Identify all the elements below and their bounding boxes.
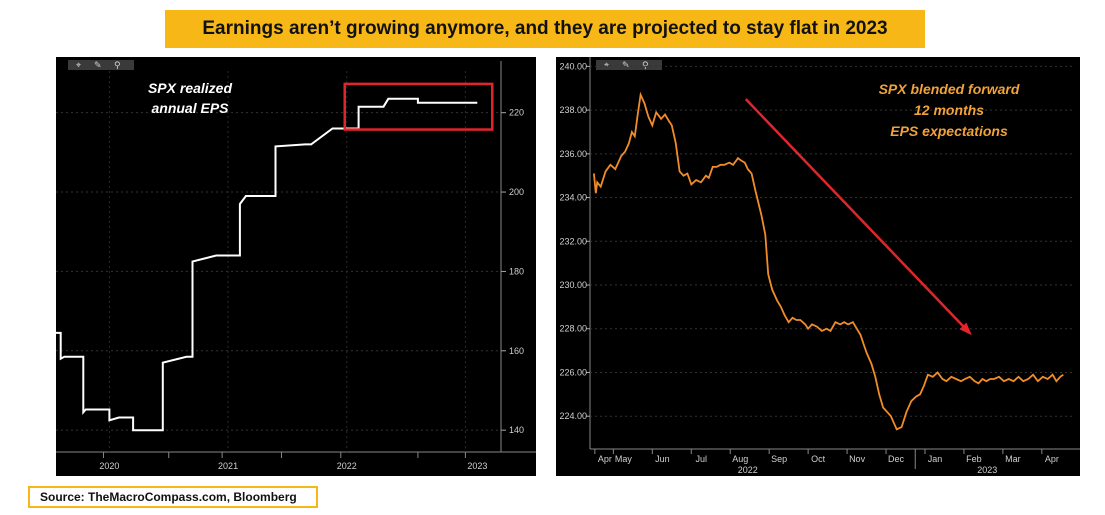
right-annotation-line: EPS expectations [890,123,1008,139]
source-text: Source: TheMacroCompass.com, Bloomberg [40,490,297,504]
right-y-tick-label: 238.00 [559,105,587,115]
right-downtrend-arrow-shaft [744,98,971,334]
right-year-label: 2022 [738,465,758,475]
right-y-tick-label: 228.00 [559,324,587,334]
realized-eps-chart-panel: ⌖ ✎ ⚲ 140 160 180 200 220 2020 2021 2022 2023 SPX re… [56,57,536,476]
right-y-tick-label: 224.00 [559,411,587,421]
right-y-tick-label: 232.00 [559,236,587,246]
left-x-tick-label: 2021 [218,461,238,471]
right-y-tick-label: 236.00 [559,149,587,159]
right-y-tick-label: 230.00 [559,280,587,290]
left-y-tick-label: 140 [509,425,524,435]
right-x-tick-label: Apr [1045,454,1059,464]
left-y-tick-label: 200 [509,187,524,197]
left-y-tick-label: 220 [509,108,524,118]
right-y-tick-label: 226.00 [559,367,587,377]
right-x-tick-label: Mar [1005,454,1021,464]
realized-eps-chart: ⌖ ✎ ⚲ 140 160 180 200 220 2020 2021 2022 2023 SPX re… [56,60,536,471]
forward-eps-chart: ⌖ ✎ ⚲ 224.00 226.00 228.00 230.00 232.00 234.00 2… [559,57,1080,475]
right-x-tick-label: Jul [696,454,708,464]
left-annotation-line: annual EPS [151,100,229,116]
right-downtrend-arrow-head [959,322,972,336]
right-x-tick-label: Dec [888,454,905,464]
right-annotation-line: SPX blended forward [879,81,1020,97]
left-y-tick-label: 160 [509,346,524,356]
right-y-tick-label: 240.00 [559,61,587,71]
forward-eps-chart-panel: ⌖ ✎ ⚲ 224.00 226.00 228.00 230.00 232.00 234.00 2… [556,57,1080,476]
left-zoom-icon: ⚲ [114,60,121,70]
right-x-tick-label: Nov [849,454,866,464]
left-x-tick-label: 2023 [467,461,487,471]
right-x-tick-label: Jan [928,454,943,464]
right-x-tick-label: Aug [732,454,748,464]
right-toolbar [596,60,662,70]
right-zoom-icon: ⚲ [642,60,649,70]
left-crosshair-icon: ⌖ [76,60,81,70]
right-year-label: 2023 [977,465,997,475]
right-pencil-icon: ✎ [622,60,630,70]
left-annotation-line: SPX realized [148,80,232,96]
left-eps-series-line [56,97,478,432]
right-y-tick-label: 234.00 [559,193,587,203]
right-x-tick-label: Apr [598,454,612,464]
right-x-tick-label: Oct [811,454,826,464]
source-caption: Source: TheMacroCompass.com, Bloomberg [28,486,318,508]
right-crosshair-icon: ⌖ [604,60,609,70]
headline-banner: Earnings aren’t growing anymore, and the… [165,10,925,48]
right-x-tick-label: May [615,454,633,464]
left-x-tick-label: 2022 [337,461,357,471]
left-x-tick-label: 2020 [99,461,119,471]
right-x-tick-label: Feb [966,454,982,464]
right-x-tick-label: Sep [771,454,787,464]
left-highlight-box [343,82,494,131]
right-x-tick-label: Jun [655,454,670,464]
left-pencil-icon: ✎ [94,60,102,70]
headline-text: Earnings aren’t growing anymore, and the… [202,18,888,39]
right-annotation-line: 12 months [914,102,984,118]
right-eps-series-line [593,91,1064,431]
left-y-tick-label: 180 [509,266,524,276]
left-toolbar [68,60,134,70]
